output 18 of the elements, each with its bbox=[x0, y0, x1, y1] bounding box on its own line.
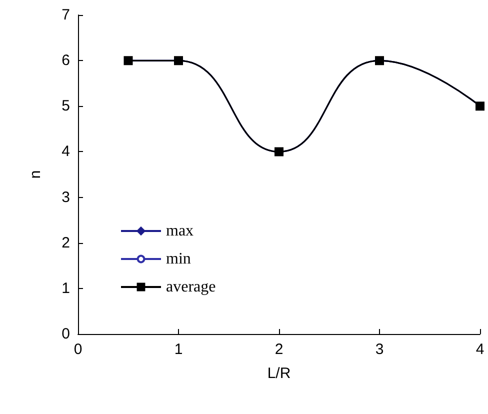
y-tick-label: 6 bbox=[62, 52, 70, 70]
y-tick-label: 4 bbox=[62, 143, 70, 160]
y-tick-label: 3 bbox=[62, 188, 70, 206]
x-axis-title: L/R bbox=[267, 365, 291, 382]
legend-label: average bbox=[166, 278, 216, 296]
legend-label: min bbox=[166, 250, 191, 268]
y-tick-label: 0 bbox=[62, 326, 70, 342]
y-tick-label: 2 bbox=[62, 234, 70, 252]
x-tick-label: 3 bbox=[375, 341, 384, 358]
x-tick-label: 2 bbox=[274, 341, 284, 358]
y-tick-label: 7 bbox=[62, 6, 70, 24]
y-tick-label: 1 bbox=[62, 280, 70, 297]
legend-label: max bbox=[166, 222, 194, 240]
x-tick-label: 0 bbox=[74, 341, 82, 358]
x-tick-label: 4 bbox=[476, 341, 484, 358]
y-axis-title: n bbox=[27, 170, 44, 179]
x-tick-label: 1 bbox=[174, 341, 183, 358]
y-tick-label: 5 bbox=[62, 98, 70, 115]
